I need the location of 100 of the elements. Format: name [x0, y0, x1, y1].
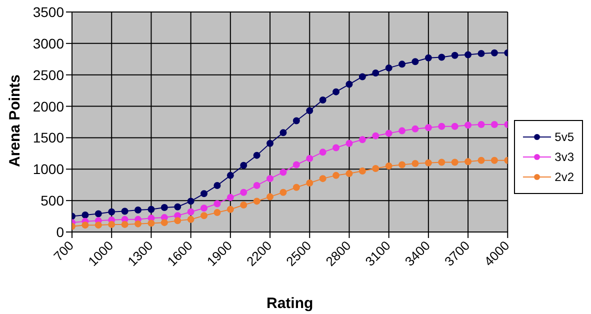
point	[412, 58, 419, 66]
point	[226, 172, 234, 179]
y-tick-label: 500	[40, 192, 64, 209]
y-tick-label: 2000	[32, 98, 64, 114]
point	[372, 132, 380, 140]
point	[280, 129, 287, 136]
point	[385, 162, 392, 170]
point	[187, 216, 194, 223]
point	[451, 122, 458, 130]
y-axis-title: Arena Points	[6, 74, 24, 167]
point	[306, 154, 314, 162]
point	[174, 217, 182, 224]
point	[358, 73, 366, 80]
point	[478, 156, 485, 164]
point	[398, 161, 406, 168]
point	[438, 54, 446, 61]
point	[94, 210, 102, 218]
point	[121, 220, 128, 228]
point	[424, 54, 432, 62]
point	[160, 204, 168, 211]
point	[292, 117, 300, 124]
point	[266, 193, 274, 200]
point	[372, 165, 380, 172]
point	[148, 220, 155, 227]
point	[490, 121, 498, 128]
point	[385, 130, 392, 137]
point	[306, 107, 314, 114]
point	[451, 52, 458, 59]
point	[424, 124, 432, 132]
point	[358, 168, 366, 175]
point	[438, 122, 446, 130]
legend-label: 2v2	[554, 170, 574, 184]
point	[266, 175, 274, 182]
point	[346, 170, 353, 178]
point	[108, 220, 116, 228]
point	[240, 201, 248, 208]
point	[266, 140, 274, 147]
point	[200, 204, 208, 212]
point	[121, 208, 128, 215]
point	[187, 208, 194, 216]
point	[412, 160, 419, 167]
y-tick-label: 1500	[32, 130, 64, 146]
point	[478, 121, 485, 128]
point	[174, 203, 182, 210]
point	[253, 198, 260, 205]
point	[148, 206, 155, 213]
y-tick-label: 2500	[32, 66, 64, 83]
point	[319, 175, 326, 182]
point	[346, 80, 353, 88]
y-tick-label: 3000	[32, 35, 64, 52]
legend-label: 5v5	[554, 130, 574, 144]
point	[200, 212, 208, 220]
point	[160, 219, 168, 226]
point	[398, 60, 406, 68]
point	[358, 136, 366, 144]
point	[478, 50, 485, 57]
point	[292, 161, 300, 168]
point	[398, 127, 406, 134]
point	[332, 172, 340, 179]
y-tick-label: 3500	[32, 4, 64, 20]
legend-label: 3v3	[554, 150, 574, 164]
x-axis-title: Rating	[266, 295, 314, 312]
x-tick-label: 700	[50, 238, 77, 264]
point	[214, 182, 221, 189]
point	[438, 158, 446, 166]
point	[412, 125, 419, 132]
point	[240, 162, 248, 169]
point	[464, 158, 472, 166]
point	[280, 188, 287, 196]
point	[226, 194, 234, 201]
point	[214, 209, 221, 216]
point	[108, 208, 116, 216]
y-tick-label: 0	[56, 224, 64, 240]
point	[490, 49, 498, 56]
point	[385, 64, 392, 72]
point	[332, 144, 340, 152]
point	[94, 222, 102, 229]
point	[82, 212, 89, 219]
point	[319, 96, 326, 104]
point	[306, 179, 314, 186]
point	[464, 51, 472, 58]
point	[82, 222, 89, 229]
point	[253, 182, 260, 189]
point	[134, 220, 142, 228]
point	[280, 168, 287, 176]
point	[332, 88, 340, 96]
y-tick-label: 1000	[32, 161, 64, 178]
point	[240, 188, 248, 196]
point	[464, 122, 472, 129]
point	[214, 200, 221, 208]
point	[292, 184, 300, 191]
point	[226, 206, 234, 213]
point	[187, 198, 194, 205]
point	[451, 158, 458, 166]
point	[424, 159, 432, 166]
point	[319, 148, 326, 156]
point	[372, 69, 380, 76]
point	[490, 156, 498, 164]
point	[134, 206, 142, 214]
point	[253, 152, 260, 159]
